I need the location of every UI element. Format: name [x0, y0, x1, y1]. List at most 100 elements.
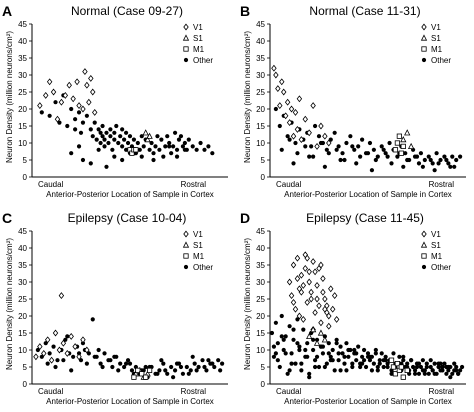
data-point-other	[88, 161, 93, 166]
data-point-s1	[400, 136, 407, 143]
data-point-other	[277, 364, 282, 370]
data-point-other	[416, 161, 422, 166]
legend-marker-m1	[183, 253, 189, 259]
legend-symbol	[183, 57, 189, 63]
data-point-other	[401, 164, 406, 169]
data-point-other	[159, 358, 164, 363]
data-point-other	[360, 361, 365, 366]
data-point-other	[57, 120, 62, 125]
legend-marker-s1	[182, 34, 190, 41]
data-point-other	[283, 334, 288, 339]
data-point-other	[409, 358, 414, 363]
data-point-v1	[318, 319, 324, 327]
data-point-other	[283, 351, 288, 356]
data-point-v1	[43, 91, 49, 99]
data-point-other	[92, 120, 97, 125]
data-point-m1	[398, 150, 404, 156]
data-point-other	[198, 140, 203, 146]
data-point-other	[192, 361, 197, 366]
data-point-other	[194, 368, 199, 373]
x-right-label: Rostral	[181, 180, 207, 189]
data-point-other	[165, 371, 170, 376]
data-point-other	[367, 358, 373, 363]
data-point-other	[352, 347, 357, 353]
legend-symbol	[183, 230, 189, 238]
data-point-other	[307, 154, 312, 159]
y-tick-label: 35	[256, 54, 265, 63]
legend-marker-m1	[421, 253, 427, 259]
data-point-v1	[296, 95, 303, 103]
data-point-v1	[68, 332, 74, 340]
y-tick-label: 5	[23, 156, 28, 165]
data-point-other	[367, 140, 373, 146]
data-point-v1	[308, 288, 314, 296]
y-tick-label: 45	[18, 227, 27, 236]
data-point-other	[165, 134, 170, 139]
data-point-v1	[275, 85, 281, 93]
data-point-other	[338, 157, 343, 163]
data-point-other	[69, 106, 74, 112]
data-point-v1	[290, 132, 297, 140]
data-point-other	[336, 351, 341, 356]
data-point-other	[324, 147, 329, 152]
legend-marker-other	[421, 264, 427, 270]
data-point-other	[312, 364, 318, 370]
data-point-other	[410, 364, 416, 370]
data-point-other	[375, 368, 380, 373]
data-point-other	[346, 347, 351, 353]
data-point-other	[92, 354, 97, 359]
data-point-v1	[292, 108, 299, 116]
data-point-v1	[318, 122, 324, 130]
data-point-other	[365, 351, 371, 356]
data-point-other	[53, 100, 58, 105]
data-point-other	[73, 117, 78, 122]
data-point-v1	[300, 281, 307, 289]
data-point-other	[159, 137, 164, 142]
legend-symbol	[421, 253, 427, 259]
data-point-other	[314, 354, 320, 359]
data-point-other	[418, 151, 424, 156]
data-point-other	[320, 351, 326, 356]
data-point-v1	[310, 102, 316, 110]
data-point-other	[279, 313, 284, 319]
data-point-other	[416, 371, 422, 376]
data-point-other	[86, 351, 91, 356]
y-tick-label: 20	[256, 312, 265, 321]
data-point-other	[299, 361, 304, 366]
panel-letter: D	[240, 210, 250, 226]
data-point-other	[157, 147, 162, 152]
data-point-other	[428, 358, 433, 363]
data-point-v1	[306, 278, 312, 286]
data-point-s1	[313, 339, 321, 346]
data-point-v1	[308, 295, 314, 303]
legend-symbol	[183, 23, 189, 31]
data-point-other	[385, 361, 390, 366]
panel-b: B Normal (Case 11-31) Neuron Density (mi…	[240, 3, 466, 199]
y-tick-label: 25	[256, 88, 265, 97]
data-point-other	[65, 334, 70, 339]
y-tick-label: 40	[18, 37, 27, 46]
data-point-other	[169, 364, 174, 370]
data-point-other	[293, 361, 298, 366]
panel-title: Epilepsy (Case 11-45)	[306, 211, 424, 225]
data-point-other	[342, 354, 347, 359]
data-point-other	[100, 134, 105, 139]
data-point-other	[438, 157, 443, 163]
legend-symbol	[421, 57, 427, 63]
legend-v1-label: V1	[431, 23, 441, 32]
x-right-label: Rostral	[429, 387, 455, 396]
y-tick-labels: 0 5 10 15 20 25 30 35 40 45	[256, 227, 270, 389]
data-point-other	[80, 120, 86, 125]
data-point-s1	[306, 332, 313, 340]
data-point-other	[332, 130, 337, 135]
data-point-other	[90, 134, 95, 139]
data-point-other	[190, 144, 195, 149]
data-point-other	[178, 134, 184, 139]
legend-s1-label: S1	[193, 34, 203, 43]
data-point-v1	[284, 98, 291, 106]
plot-area-a	[31, 24, 228, 178]
data-point-other	[354, 358, 359, 363]
legend-marker-s1	[420, 34, 428, 41]
data-point-other	[336, 144, 341, 149]
